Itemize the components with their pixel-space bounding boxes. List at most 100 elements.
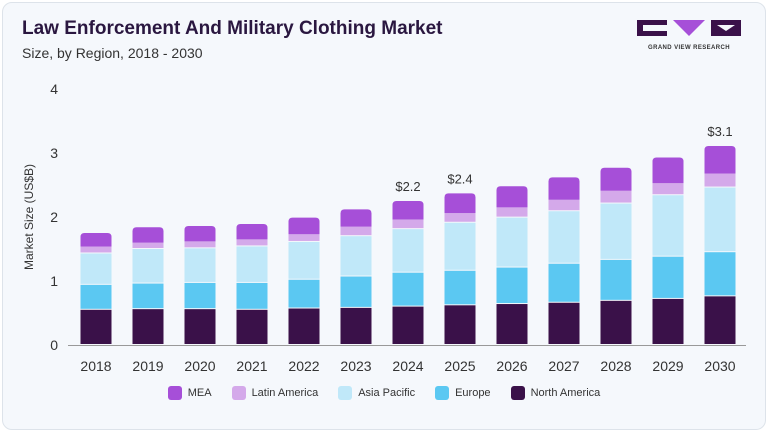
data-label: $2.4: [447, 171, 472, 186]
bar-segment-mea: [444, 193, 476, 214]
x-tick-label: 2026: [496, 358, 527, 374]
bar-segment-latin-america: [132, 242, 164, 248]
bar-segment-latin-america: [444, 213, 476, 222]
bar-segment-latin-america: [392, 219, 424, 229]
bar-segment-north-america: [132, 309, 164, 344]
bar-segment-asia-pacific: [80, 253, 112, 284]
bar-segment-asia-pacific: [340, 236, 372, 276]
legend-item: Latin America: [231, 386, 319, 400]
x-tick-label: 2025: [444, 358, 475, 374]
y-tick-label: 0: [50, 337, 58, 353]
bar-segment-europe: [600, 259, 632, 300]
bar-segment-europe: [392, 272, 424, 306]
bar-segment-asia-pacific: [548, 211, 580, 263]
bar-segment-mea: [652, 157, 684, 184]
bar-segment-north-america: [548, 302, 580, 344]
bar-segment-north-america: [496, 304, 528, 344]
chart-subtitle: Size, by Region, 2018 - 2030: [22, 45, 203, 61]
bar-segment-north-america: [600, 300, 632, 344]
bar-segment-mea: [236, 224, 268, 240]
legend-swatch: [338, 386, 353, 400]
x-tick-label: 2022: [288, 358, 319, 374]
data-label: $3.1: [707, 124, 732, 139]
bar-segment-europe: [288, 279, 320, 308]
bar-segment-mea: [392, 201, 424, 220]
bar-segment-europe: [340, 276, 372, 307]
bar-segment-asia-pacific: [184, 248, 216, 282]
bar-segment-europe: [80, 284, 112, 309]
x-tick-label: 2028: [600, 358, 631, 374]
legend-label: Europe: [455, 387, 491, 399]
bar-segment-latin-america: [600, 190, 632, 203]
legend-label: Latin America: [251, 387, 319, 399]
x-tick-label: 2030: [704, 358, 735, 374]
bar-segment-latin-america: [184, 241, 216, 248]
x-tick-label: 2020: [184, 358, 215, 374]
y-tick-label: 3: [50, 145, 58, 161]
bar-segment-north-america: [80, 309, 112, 344]
legend-item: MEA: [167, 386, 212, 400]
x-tick-label: 2023: [340, 358, 371, 374]
x-tick-label: 2021: [236, 358, 267, 374]
bar-segment-north-america: [288, 308, 320, 344]
bar-segment-latin-america: [340, 226, 372, 236]
legend: MEA Latin America Asia Pacific Europe North …: [0, 386, 768, 400]
legend-label: North America: [530, 387, 601, 399]
bar-segment-latin-america: [236, 239, 268, 246]
chart-title: Law Enforcement And Military Clothing Ma…: [22, 18, 443, 39]
bar-segment-mea: [184, 225, 216, 242]
bar-segment-mea: [704, 145, 736, 174]
bar-segment-asia-pacific: [288, 241, 320, 279]
bar-segment-mea: [288, 217, 320, 235]
bar-segment-north-america: [444, 305, 476, 344]
x-tick-label: 2029: [652, 358, 683, 374]
x-tick-label: 2018: [80, 358, 111, 374]
bar-segment-asia-pacific: [600, 203, 632, 259]
bar-segment-europe: [496, 267, 528, 304]
bar-segment-latin-america: [704, 173, 736, 187]
bar-segment-asia-pacific: [704, 187, 736, 252]
bar-segment-latin-america: [496, 207, 528, 217]
bar-segment-europe: [548, 263, 580, 302]
y-tick-label: 4: [50, 81, 58, 97]
logo-mark-icon: [637, 20, 741, 36]
bar-segment-asia-pacific: [496, 217, 528, 267]
legend-swatch: [231, 386, 246, 400]
bar-segment-europe: [184, 282, 216, 309]
legend-item: Europe: [435, 386, 491, 400]
legend-label: Asia Pacific: [358, 387, 416, 399]
x-tick-label: 2027: [548, 358, 579, 374]
grand-view-research-logo: GRAND VIEW RESEARCH: [637, 20, 741, 51]
bar-segment-mea: [132, 227, 164, 243]
bar-segment-north-america: [340, 307, 372, 344]
bar-segment-mea: [80, 233, 112, 247]
legend-swatch: [167, 386, 182, 400]
bar-segment-mea: [496, 186, 528, 208]
bar-segment-asia-pacific: [392, 229, 424, 272]
bar-segment-europe: [444, 270, 476, 305]
legend-item: Asia Pacific: [338, 386, 415, 400]
bar-segment-europe: [236, 282, 268, 309]
y-tick-label: 2: [50, 209, 58, 225]
bar-segment-north-america: [236, 309, 268, 344]
bar-segment-latin-america: [288, 234, 320, 241]
bar-segment-asia-pacific: [444, 222, 476, 270]
legend-swatch: [510, 386, 525, 400]
bar-segment-north-america: [184, 309, 216, 344]
bar-segment-mea: [600, 167, 632, 191]
legend-item: North America: [510, 386, 601, 400]
bar-segment-europe: [704, 252, 736, 296]
bar-segment-mea: [548, 177, 580, 200]
y-tick-label: 1: [50, 273, 58, 289]
bar-segment-latin-america: [652, 183, 684, 195]
bar-segment-asia-pacific: [236, 246, 268, 282]
bar-segment-mea: [340, 209, 372, 227]
bar-segment-latin-america: [548, 199, 580, 211]
bar-segment-europe: [132, 283, 164, 309]
bar-segment-asia-pacific: [132, 249, 164, 283]
x-tick-label: 2024: [392, 358, 423, 374]
logo-text: GRAND VIEW RESEARCH: [648, 45, 730, 51]
bar-segment-asia-pacific: [652, 195, 684, 256]
